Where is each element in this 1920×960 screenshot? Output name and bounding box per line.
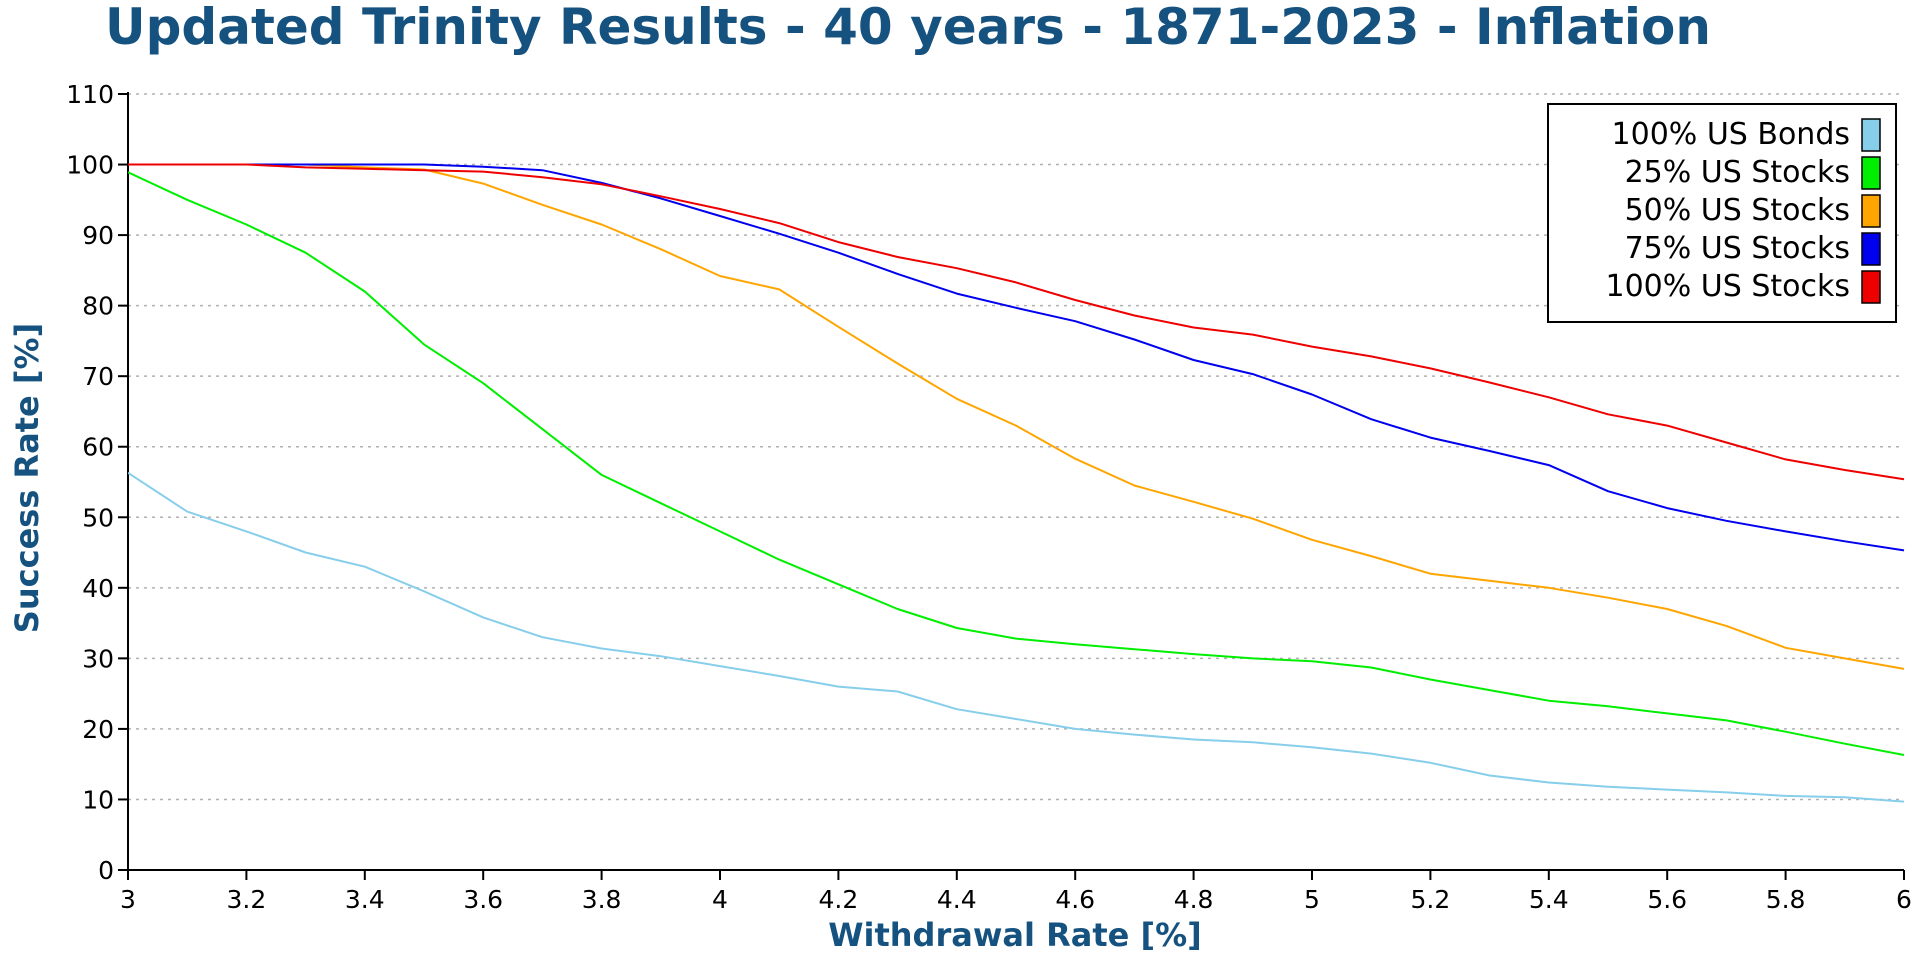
y-tick-label: 60 (82, 433, 114, 462)
series-line-0 (128, 471, 1905, 803)
y-tick-label: 20 (82, 715, 114, 744)
series-line-1 (128, 171, 1905, 756)
legend-label-2: 50% US Stocks (1625, 193, 1850, 228)
x-tick-label: 5.2 (1411, 885, 1451, 914)
x-tick-label: 3 (120, 885, 136, 914)
y-tick-label: 10 (82, 785, 114, 814)
x-tick-label: 5 (1304, 885, 1320, 914)
legend-swatch-3 (1861, 232, 1881, 266)
ticks: 0 10 20 30 40 50 60 70 80 90 100 110 3 3.2 3.4 3.6 3.8 4 4… (66, 80, 1912, 914)
y-tick-label: 50 (82, 503, 114, 532)
series-line-3 (128, 163, 1905, 552)
y-tick-label: 110 (66, 80, 114, 109)
legend-swatch-0 (1861, 118, 1881, 152)
y-tick-label: 100 (66, 151, 114, 180)
series-lines (128, 163, 1905, 803)
x-tick-label: 4 (712, 885, 728, 914)
x-tick-label: 3.2 (227, 885, 267, 914)
x-tick-label: 5.8 (1766, 885, 1806, 914)
x-tick-label: 3.4 (345, 885, 385, 914)
legend-box (1547, 103, 1897, 323)
x-tick-label: 4.6 (1055, 885, 1095, 914)
legend-label-1: 25% US Stocks (1625, 155, 1850, 190)
x-tick-label: 3.8 (582, 885, 622, 914)
legend-label-3: 75% US Stocks (1625, 231, 1850, 266)
legend-label-4: 100% US Stocks (1606, 269, 1851, 304)
y-tick-label: 0 (98, 856, 114, 885)
axes (127, 92, 1904, 871)
x-tick-label: 5.4 (1529, 885, 1569, 914)
y-tick-label: 80 (82, 292, 114, 321)
x-axis-title: Withdrawal Rate [%] (828, 916, 1202, 954)
y-axis-title: Success Rate [%] (8, 323, 46, 633)
x-tick-label: 3.6 (463, 885, 503, 914)
y-tick-label: 70 (82, 362, 114, 391)
chart-title: Updated Trinity Results - 40 years - 187… (105, 0, 1711, 56)
legend-swatch-4 (1861, 270, 1881, 304)
x-tick-label: 4.8 (1174, 885, 1214, 914)
x-tick-label: 6 (1896, 885, 1912, 914)
legend-swatch-2 (1861, 194, 1881, 228)
legend-swatch-1 (1861, 156, 1881, 190)
x-tick-label: 4.4 (937, 885, 977, 914)
x-tick-label: 4.2 (819, 885, 859, 914)
series-line-4 (128, 163, 1905, 481)
y-tick-label: 90 (82, 221, 114, 250)
y-tick-label: 40 (82, 574, 114, 603)
x-tick-label: 5.6 (1647, 885, 1687, 914)
legend-label-0: 100% US Bonds (1612, 117, 1850, 152)
y-tick-label: 30 (82, 644, 114, 673)
